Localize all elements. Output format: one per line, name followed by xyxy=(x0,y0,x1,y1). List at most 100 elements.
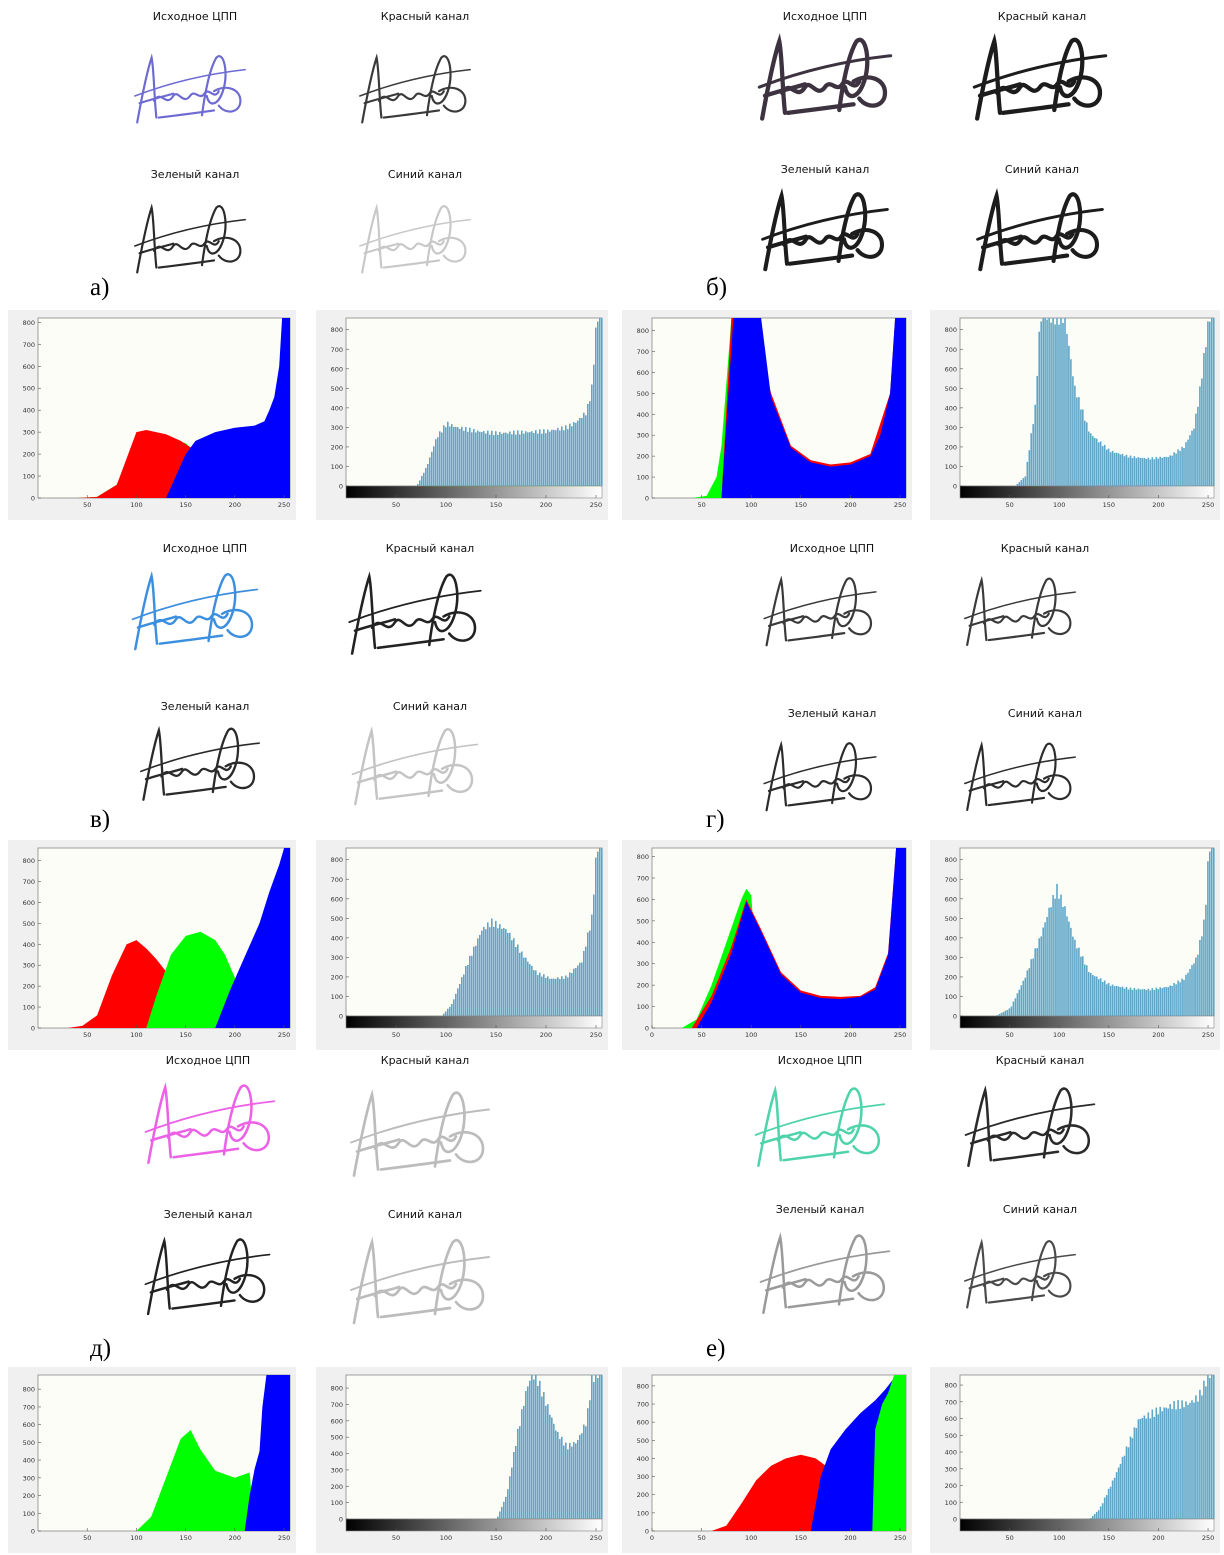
histogram-bar xyxy=(1199,1389,1201,1519)
y-tick-label: 400 xyxy=(637,1455,649,1463)
histogram-bar xyxy=(571,973,573,1016)
histogram-bar xyxy=(449,426,451,486)
histogram-bar xyxy=(1115,1472,1118,1519)
histogram-bar xyxy=(1093,1514,1096,1519)
signature-stroke xyxy=(754,1103,886,1136)
signature-stroke xyxy=(134,571,178,651)
histogram-gray-e: 0 100 200 300 400 500 600 700 800 50 100 150 200 250 xyxy=(930,1367,1220,1553)
histogram-bar xyxy=(1165,1407,1167,1519)
histogram-bar xyxy=(1171,986,1173,1016)
histogram-bar xyxy=(1195,413,1197,486)
histogram-bar xyxy=(1092,436,1094,486)
histogram-bar xyxy=(1030,433,1032,486)
histogram-gray-d: 0 100 200 300 400 500 600 700 800 50 100 150 200 250 xyxy=(316,1367,608,1553)
histogram-bar xyxy=(459,984,461,1016)
gray-colorbar xyxy=(959,1518,1215,1532)
y-tick-label: 200 xyxy=(637,453,649,461)
signature-stroke xyxy=(379,1159,452,1171)
histogram-bar xyxy=(1175,1409,1177,1519)
histogram-bar xyxy=(503,1501,505,1519)
label-green-v: Зеленый канал xyxy=(160,700,250,713)
histogram-bar xyxy=(1139,989,1142,1016)
histogram-bar xyxy=(1111,450,1114,486)
histogram-bar xyxy=(996,1015,999,1016)
histogram-bar xyxy=(463,974,465,1016)
x-tick-label: 50 xyxy=(1005,1534,1013,1542)
y-tick-label: 600 xyxy=(331,895,343,903)
y-tick-label: 100 xyxy=(945,463,957,471)
histogram-bar xyxy=(595,857,597,1016)
histogram-bar xyxy=(431,451,433,486)
histogram-bar xyxy=(557,1431,559,1519)
histogram-bar xyxy=(1125,1446,1128,1519)
y-tick-label: 0 xyxy=(339,483,343,491)
histogram-bar xyxy=(1147,1412,1150,1519)
signature-b-red xyxy=(955,30,1125,134)
signature-a-red xyxy=(355,40,475,144)
histogram-bar xyxy=(563,1445,565,1519)
histogram-bar xyxy=(589,401,591,486)
histogram-bar xyxy=(1121,986,1124,1016)
histogram-bar xyxy=(513,938,515,1016)
y-tick-label: 700 xyxy=(945,346,957,354)
histogram-gray-v: 0 100 200 300 400 500 600 700 800 50 100 150 200 250 xyxy=(316,840,608,1050)
histogram-bar xyxy=(1203,353,1205,486)
signature-stroke xyxy=(763,591,877,620)
histogram-bar xyxy=(573,422,575,486)
gray-colorbar xyxy=(345,1518,603,1532)
panel-label-v: в) xyxy=(90,806,111,833)
histogram-bar xyxy=(1133,988,1136,1016)
histogram-bar xyxy=(541,976,543,1016)
x-tick-label: 100 xyxy=(440,1031,452,1039)
histogram-bar xyxy=(1123,1455,1126,1519)
signature-d-blue xyxy=(345,1230,495,1339)
signature-stroke xyxy=(146,1236,190,1316)
signature-stroke xyxy=(134,218,246,247)
x-tick-label: 200 xyxy=(844,1534,856,1542)
histogram-bar xyxy=(595,327,597,486)
histogram-bar xyxy=(427,464,429,486)
x-tick-label: 50 xyxy=(697,1534,705,1542)
signature-stroke xyxy=(428,573,459,647)
y-tick-label: 500 xyxy=(331,915,343,923)
histogram-bar xyxy=(501,928,503,1016)
histogram-bar xyxy=(467,965,469,1016)
signature-stroke xyxy=(765,740,805,812)
histogram-bar xyxy=(1177,449,1179,486)
histogram-bar xyxy=(1201,936,1203,1016)
histogram-bar xyxy=(1139,458,1142,486)
histogram-bar xyxy=(1018,989,1021,1016)
signature-stroke xyxy=(967,1085,1012,1168)
histogram-bar xyxy=(1080,956,1082,1016)
signature-b-original xyxy=(740,30,910,134)
histogram-bar xyxy=(1199,386,1201,486)
histogram-bar xyxy=(561,1436,563,1519)
panel-label-e: е) xyxy=(706,1335,726,1362)
signature-stroke xyxy=(987,796,1046,807)
y-tick-label: 800 xyxy=(945,326,957,334)
label-green-a: Зеленый канал xyxy=(150,168,240,181)
histogram-bar xyxy=(453,999,455,1016)
histogram-bar xyxy=(525,957,527,1016)
y-tick-label: 800 xyxy=(23,857,35,865)
signature-stroke xyxy=(782,612,851,625)
signature-stroke xyxy=(966,1238,1005,1309)
signature-stroke xyxy=(211,727,240,794)
histogram-bar xyxy=(583,412,585,486)
histogram-bar xyxy=(1177,980,1179,1016)
x-tick-label: 150 xyxy=(490,1534,502,1542)
y-tick-label: 300 xyxy=(637,960,649,968)
y-tick-label: 0 xyxy=(953,1013,957,1021)
histogram-bar xyxy=(1161,1411,1163,1519)
histogram-bar xyxy=(1014,998,1017,1016)
histogram-bar xyxy=(1195,957,1197,1016)
histogram-bar xyxy=(1097,442,1100,486)
x-tick-label: 200 xyxy=(1152,1031,1164,1039)
histogram-bar xyxy=(1163,987,1165,1016)
signature-stroke xyxy=(376,638,445,650)
signature-stroke xyxy=(142,725,184,801)
histogram-bar xyxy=(479,935,481,1016)
histogram-series-1 xyxy=(38,430,196,498)
histogram-bar xyxy=(521,430,523,486)
signature-stroke xyxy=(359,218,471,247)
